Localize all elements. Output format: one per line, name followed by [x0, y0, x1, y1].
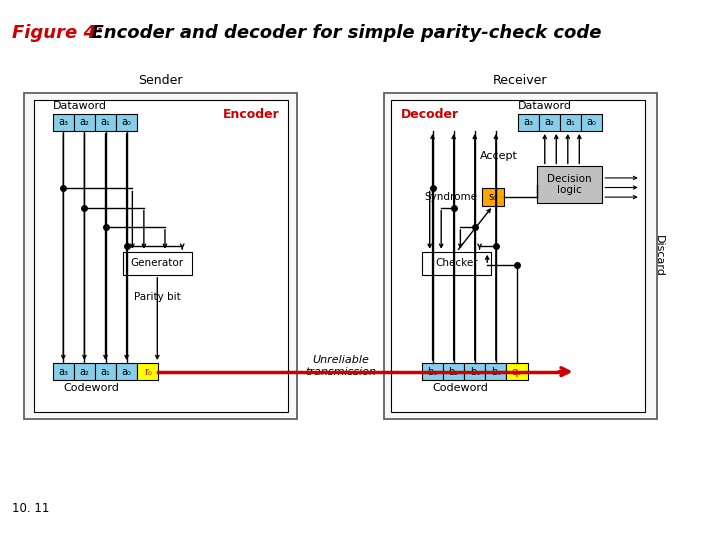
Bar	[53, 113, 74, 131]
Text: Receiver: Receiver	[493, 74, 548, 87]
Text: Generator: Generator	[131, 258, 184, 268]
Bar	[74, 363, 95, 380]
Text: a₂: a₂	[79, 367, 89, 377]
Text: 10. 11: 10. 11	[12, 502, 49, 515]
Text: Dataword: Dataword	[518, 101, 572, 111]
Text: Syndrome: Syndrome	[425, 192, 477, 202]
Text: a₀: a₀	[122, 367, 132, 377]
Text: Checker: Checker	[435, 258, 478, 268]
Text: r₀: r₀	[144, 367, 152, 377]
Text: Codeword: Codeword	[63, 383, 120, 393]
Bar	[482, 188, 503, 206]
Text: Decision
logic: Decision logic	[547, 174, 592, 195]
Bar	[384, 92, 657, 418]
Text: Sender: Sender	[138, 74, 183, 87]
Text: Unreliable
transmission: Unreliable transmission	[305, 355, 376, 377]
Bar	[506, 363, 528, 380]
Bar	[137, 363, 158, 380]
Text: Dataword: Dataword	[53, 101, 107, 111]
Text: b₃: b₃	[428, 367, 438, 377]
Bar	[537, 166, 603, 203]
Bar	[95, 363, 116, 380]
Bar	[422, 252, 491, 275]
Bar	[464, 363, 485, 380]
Text: a₁: a₁	[101, 117, 110, 127]
Bar	[95, 113, 116, 131]
Text: a₃: a₃	[523, 117, 534, 127]
Text: Accept: Accept	[480, 151, 518, 161]
Text: Encoder and decoder for simple parity-check code: Encoder and decoder for simple parity-ch…	[78, 24, 601, 42]
Text: Figure 4:: Figure 4:	[12, 24, 103, 42]
Bar	[116, 113, 137, 131]
Text: b₁: b₁	[469, 367, 480, 377]
Text: Parity bit: Parity bit	[134, 292, 181, 302]
Bar	[485, 363, 506, 380]
Text: b₀: b₀	[491, 367, 501, 377]
Text: a₂: a₂	[544, 117, 554, 127]
Bar	[391, 100, 646, 412]
Bar	[539, 113, 560, 131]
Text: Discard: Discard	[654, 235, 664, 276]
Bar	[53, 363, 74, 380]
Text: a₃: a₃	[58, 117, 68, 127]
Bar	[24, 92, 297, 418]
Text: s₀: s₀	[488, 192, 498, 202]
Bar	[123, 252, 192, 275]
Bar	[34, 100, 288, 412]
Text: a₁: a₁	[101, 367, 110, 377]
Text: Decoder: Decoder	[401, 108, 459, 121]
Text: q₀: q₀	[512, 367, 522, 377]
Text: a₀: a₀	[587, 117, 597, 127]
Bar	[560, 113, 581, 131]
Bar	[581, 113, 603, 131]
Text: a₀: a₀	[122, 117, 132, 127]
Text: Encoder: Encoder	[223, 108, 280, 121]
Text: a₂: a₂	[79, 117, 89, 127]
Text: a₃: a₃	[58, 367, 68, 377]
Text: Codeword: Codeword	[433, 383, 488, 393]
Bar	[443, 363, 464, 380]
Text: b₂: b₂	[449, 367, 459, 377]
Bar	[518, 113, 539, 131]
Bar	[116, 363, 137, 380]
Bar	[74, 113, 95, 131]
Bar	[422, 363, 443, 380]
Text: a₁: a₁	[566, 117, 575, 127]
